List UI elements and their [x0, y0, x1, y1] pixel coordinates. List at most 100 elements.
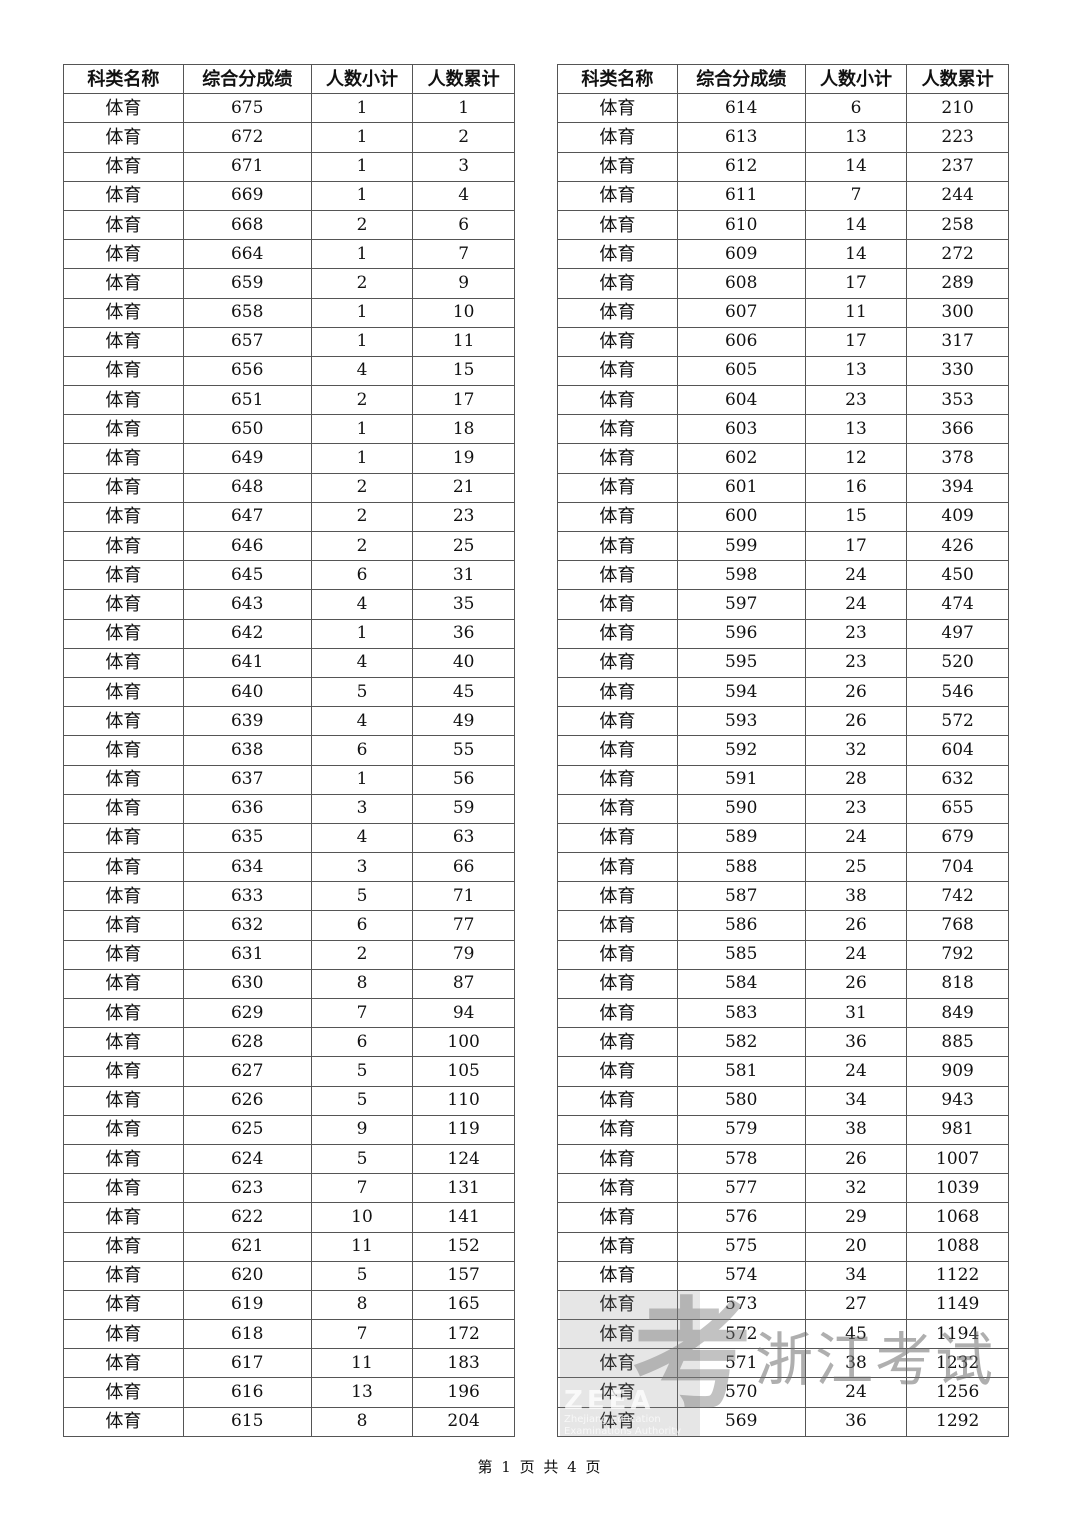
cell-category: 体育 [63, 735, 184, 766]
table-row: 体育 632 6 77 [63, 910, 515, 941]
table-row: 体育 629 7 94 [63, 997, 515, 1029]
cell-count: 6 [310, 910, 414, 941]
cell-category: 体育 [557, 1289, 678, 1321]
cell-count: 7 [310, 997, 414, 1029]
cell-count: 1 [310, 618, 414, 649]
cell-cumulative: 131 [412, 1173, 515, 1204]
table-row: 体育 635 4 63 [63, 822, 515, 854]
cell-score: 620 [182, 1260, 312, 1291]
cell-cumulative: 792 [906, 939, 1009, 970]
cell-count: 1 [310, 151, 414, 182]
cell-count: 5 [310, 1143, 414, 1175]
cell-category: 体育 [63, 1260, 184, 1291]
cell-count: 1 [310, 239, 414, 270]
table-row: 体育 574 34 1122 [557, 1260, 1009, 1291]
cell-score: 577 [676, 1173, 806, 1204]
cell-count: 32 [804, 735, 908, 766]
header-category: 科类名称 [557, 63, 678, 95]
cell-score: 659 [182, 268, 312, 299]
cell-category: 体育 [63, 968, 184, 1000]
cell-category: 体育 [63, 676, 184, 708]
table-row: 体育 589 24 679 [557, 822, 1009, 854]
cell-score: 576 [676, 1202, 806, 1233]
table-row: 体育 575 20 1088 [557, 1231, 1009, 1262]
cell-score: 570 [676, 1377, 806, 1408]
cell-score: 633 [182, 881, 312, 912]
cell-category: 体育 [63, 355, 184, 387]
cell-count: 8 [310, 968, 414, 1000]
cell-count: 14 [804, 209, 908, 241]
cell-score: 651 [182, 385, 312, 416]
cell-count: 13 [804, 414, 908, 445]
cell-cumulative: 165 [412, 1289, 515, 1321]
table-header-row: 科类名称 综合分成绩 人数小计 人数累计 [63, 63, 515, 95]
table-row: 体育 612 14 237 [557, 151, 1009, 182]
table-row: 体育 593 26 572 [557, 706, 1009, 737]
cell-score: 586 [676, 910, 806, 941]
cell-cumulative: 546 [906, 676, 1009, 708]
cell-category: 体育 [63, 1377, 184, 1408]
table-header-row: 科类名称 综合分成绩 人数小计 人数累计 [557, 63, 1009, 95]
cell-count: 1 [310, 764, 414, 795]
cell-score: 606 [676, 326, 806, 357]
table-row: 体育 640 5 45 [63, 676, 515, 708]
cell-cumulative: 7 [412, 239, 515, 270]
cell-category: 体育 [557, 297, 678, 328]
cell-category: 体育 [557, 1085, 678, 1116]
cell-score: 635 [182, 822, 312, 854]
cell-category: 体育 [63, 443, 184, 474]
cell-score: 648 [182, 472, 312, 503]
cell-score: 657 [182, 326, 312, 357]
table-row: 体育 634 3 66 [63, 852, 515, 883]
cell-score: 579 [676, 1114, 806, 1145]
cell-category: 体育 [557, 355, 678, 387]
cell-score: 675 [182, 93, 312, 124]
cell-cumulative: 10 [412, 297, 515, 328]
table-row: 体育 583 31 849 [557, 997, 1009, 1029]
cell-count: 31 [804, 997, 908, 1029]
cell-category: 体育 [63, 1085, 184, 1116]
cell-cumulative: 1232 [906, 1348, 1009, 1379]
cell-cumulative: 87 [412, 968, 515, 1000]
table-row: 体育 659 2 9 [63, 268, 515, 299]
cell-count: 12 [804, 443, 908, 474]
cell-count: 38 [804, 1114, 908, 1145]
cell-count: 26 [804, 706, 908, 737]
cell-category: 体育 [557, 793, 678, 824]
cell-score: 587 [676, 881, 806, 912]
cell-score: 594 [676, 676, 806, 708]
cell-cumulative: 9 [412, 268, 515, 299]
cell-count: 2 [310, 385, 414, 416]
cell-cumulative: 1007 [906, 1143, 1009, 1175]
table-row: 体育 597 24 474 [557, 589, 1009, 620]
cell-category: 体育 [63, 822, 184, 854]
cell-cumulative: 141 [412, 1202, 515, 1233]
cell-category: 体育 [557, 1348, 678, 1379]
cell-score: 591 [676, 764, 806, 795]
cell-count: 9 [310, 1114, 414, 1145]
table-row: 体育 631 2 79 [63, 939, 515, 970]
cell-cumulative: 704 [906, 852, 1009, 883]
header-count: 人数小计 [804, 63, 908, 95]
table-row: 体育 578 26 1007 [557, 1143, 1009, 1175]
cell-category: 体育 [557, 852, 678, 883]
cell-score: 621 [182, 1231, 312, 1262]
table-row: 体育 579 38 981 [557, 1114, 1009, 1145]
table-row: 体育 669 1 4 [63, 180, 515, 211]
cell-count: 8 [310, 1289, 414, 1321]
cell-cumulative: 474 [906, 589, 1009, 620]
cell-count: 25 [804, 852, 908, 883]
cell-cumulative: 1194 [906, 1319, 1009, 1350]
cell-category: 体育 [557, 180, 678, 211]
cell-score: 601 [676, 472, 806, 503]
cell-category: 体育 [63, 1319, 184, 1350]
cell-count: 26 [804, 676, 908, 708]
cell-score: 569 [676, 1406, 806, 1437]
table-row: 体育 627 5 105 [63, 1056, 515, 1087]
cell-score: 592 [676, 735, 806, 766]
cell-score: 596 [676, 618, 806, 649]
table-row: 体育 611 7 244 [557, 180, 1009, 211]
cell-score: 632 [182, 910, 312, 941]
table-row: 体育 623 7 131 [63, 1173, 515, 1204]
table-row: 体育 658 1 10 [63, 297, 515, 328]
